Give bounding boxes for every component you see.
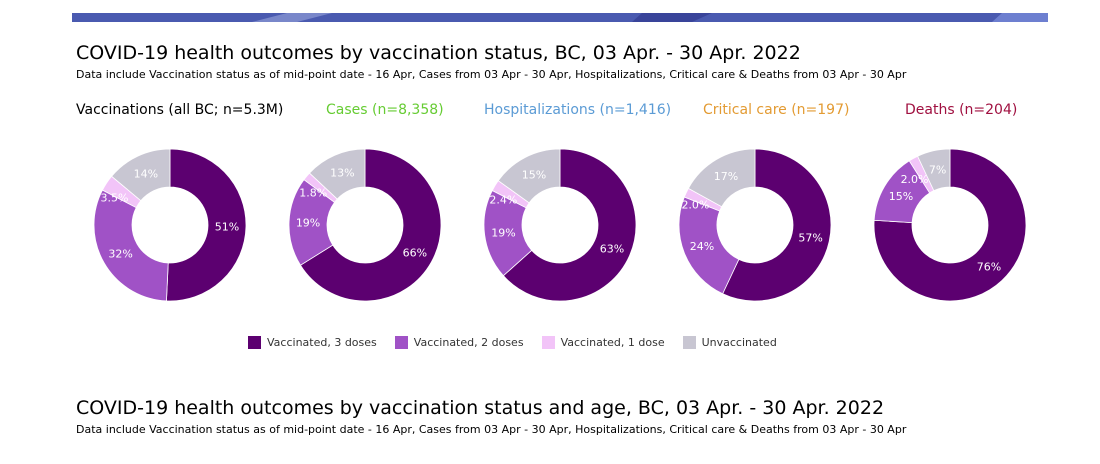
panel-title-vaccinations: Vaccinations (all BC; n=5.3M) bbox=[76, 102, 284, 118]
panel-title-deaths: Deaths (n=204) bbox=[905, 102, 1018, 118]
legend-item-vaccinated-2: Vaccinated, 2 doses bbox=[394, 336, 524, 349]
panel-title-cases: Cases (n=8,358) bbox=[326, 102, 444, 118]
data-label-vaccinated-1: 2.0% bbox=[901, 173, 929, 186]
page-subtitle: Data include Vaccination status as of mi… bbox=[76, 68, 907, 81]
chart-legend: Vaccinated, 3 doses Vaccinated, 2 doses … bbox=[248, 336, 795, 349]
panel-title-hospitalizations: Hospitalizations (n=1,416) bbox=[484, 102, 672, 118]
donut-slice-vaccinated-3 bbox=[722, 148, 832, 302]
data-label-unvaccinated: 17% bbox=[714, 170, 738, 183]
legend-label: Vaccinated, 1 dose bbox=[560, 336, 665, 349]
data-label-vaccinated-3: 76% bbox=[977, 261, 1001, 274]
legend-item-vaccinated-3: Vaccinated, 3 doses bbox=[248, 336, 377, 349]
donut-slice-vaccinated-3 bbox=[166, 148, 247, 302]
legend-label: Vaccinated, 2 doses bbox=[413, 336, 524, 349]
section-title-by-age: COVID-19 health outcomes by vaccination … bbox=[76, 397, 885, 419]
data-label-vaccinated-3: 63% bbox=[600, 242, 624, 255]
data-label-vaccinated-2: 32% bbox=[108, 248, 132, 261]
legend-swatch bbox=[248, 336, 261, 349]
data-label-vaccinated-3: 51% bbox=[215, 220, 239, 233]
donut-slice-unvaccinated bbox=[687, 148, 756, 208]
data-label-vaccinated-1: 1.8% bbox=[299, 186, 327, 199]
data-label-vaccinated-3: 66% bbox=[403, 247, 427, 260]
donut-slice-vaccinated-3 bbox=[299, 148, 442, 302]
legend-label: Vaccinated, 3 doses bbox=[267, 336, 377, 349]
data-label-vaccinated-2: 19% bbox=[491, 226, 515, 239]
legend-item-vaccinated-1: Vaccinated, 1 dose bbox=[541, 336, 665, 349]
data-label-unvaccinated: 7% bbox=[929, 163, 946, 176]
section-subtitle-by-age: Data include Vaccination status as of mi… bbox=[76, 423, 907, 436]
page-title: COVID-19 health outcomes by vaccination … bbox=[76, 42, 801, 64]
legend-item-unvaccinated: Unvaccinated bbox=[682, 336, 777, 349]
donut-slice-unvaccinated bbox=[917, 148, 951, 192]
donut-slice-unvaccinated bbox=[111, 148, 171, 202]
donut-slice-vaccinated-3 bbox=[873, 148, 1027, 302]
header-banner bbox=[72, 13, 1048, 22]
data-label-vaccinated-2: 19% bbox=[296, 217, 320, 230]
legend-swatch bbox=[394, 336, 408, 349]
donut-slice-unvaccinated bbox=[308, 148, 366, 200]
legend-swatch bbox=[682, 336, 696, 349]
data-label-vaccinated-2: 15% bbox=[889, 190, 913, 203]
data-label-unvaccinated: 13% bbox=[330, 167, 354, 180]
data-label-vaccinated-1: 3.5% bbox=[101, 191, 129, 204]
data-label-vaccinated-1: 2.4% bbox=[489, 193, 517, 206]
donut-slice-vaccinated-2 bbox=[93, 189, 169, 302]
donut-slice-vaccinated-3 bbox=[502, 148, 637, 302]
donut-slice-unvaccinated bbox=[497, 148, 561, 204]
panel-title-critical-care: Critical care (n=197) bbox=[703, 102, 850, 118]
data-label-unvaccinated: 14% bbox=[134, 167, 158, 180]
data-label-vaccinated-3: 57% bbox=[798, 231, 822, 244]
data-label-vaccinated-1: 2.0% bbox=[681, 199, 709, 212]
data-label-unvaccinated: 15% bbox=[522, 168, 546, 181]
legend-label: Unvaccinated bbox=[701, 336, 777, 349]
data-label-vaccinated-2: 24% bbox=[690, 240, 714, 253]
legend-swatch bbox=[541, 336, 555, 349]
